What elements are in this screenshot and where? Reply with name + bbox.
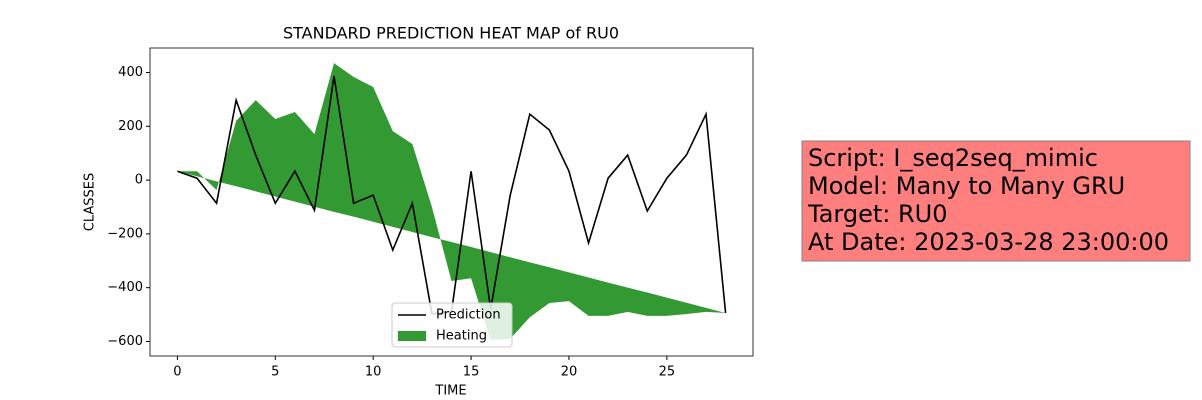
x-tick-label: 5 bbox=[271, 365, 279, 380]
y-tick-label: −400 bbox=[107, 280, 143, 295]
legend-swatch bbox=[398, 331, 426, 341]
y-tick-label: 200 bbox=[118, 119, 143, 134]
y-tick-label: −600 bbox=[107, 334, 143, 349]
annotation-text: Script: I_seq2seq_mimic bbox=[808, 144, 1098, 172]
annotation-text: At Date: 2023-03-28 23:00:00 bbox=[808, 228, 1169, 256]
y-tick-label: 400 bbox=[118, 65, 143, 80]
legend-label: Prediction bbox=[436, 308, 501, 323]
annotation-text: Target: RU0 bbox=[807, 200, 947, 228]
x-tick-label: 25 bbox=[659, 365, 676, 380]
x-axis-label: TIME bbox=[434, 384, 466, 399]
x-tick-label: 20 bbox=[561, 365, 578, 380]
x-tick-label: 0 bbox=[173, 365, 181, 380]
y-tick-label: −200 bbox=[107, 226, 143, 241]
annotation-box bbox=[801, 140, 1191, 262]
chart-title: STANDARD PREDICTION HEAT MAP of RU0 bbox=[283, 24, 619, 43]
y-axis-label: CLASSES bbox=[83, 173, 98, 231]
plot-frame bbox=[149, 47, 754, 357]
legend-label: Heating bbox=[436, 329, 487, 344]
x-tick-label: 10 bbox=[365, 365, 382, 380]
x-tick-label: 15 bbox=[463, 365, 480, 380]
annotation-text: Model: Many to Many GRU bbox=[808, 172, 1125, 200]
y-tick-label: 0 bbox=[135, 173, 143, 188]
heating-area bbox=[177, 63, 726, 341]
